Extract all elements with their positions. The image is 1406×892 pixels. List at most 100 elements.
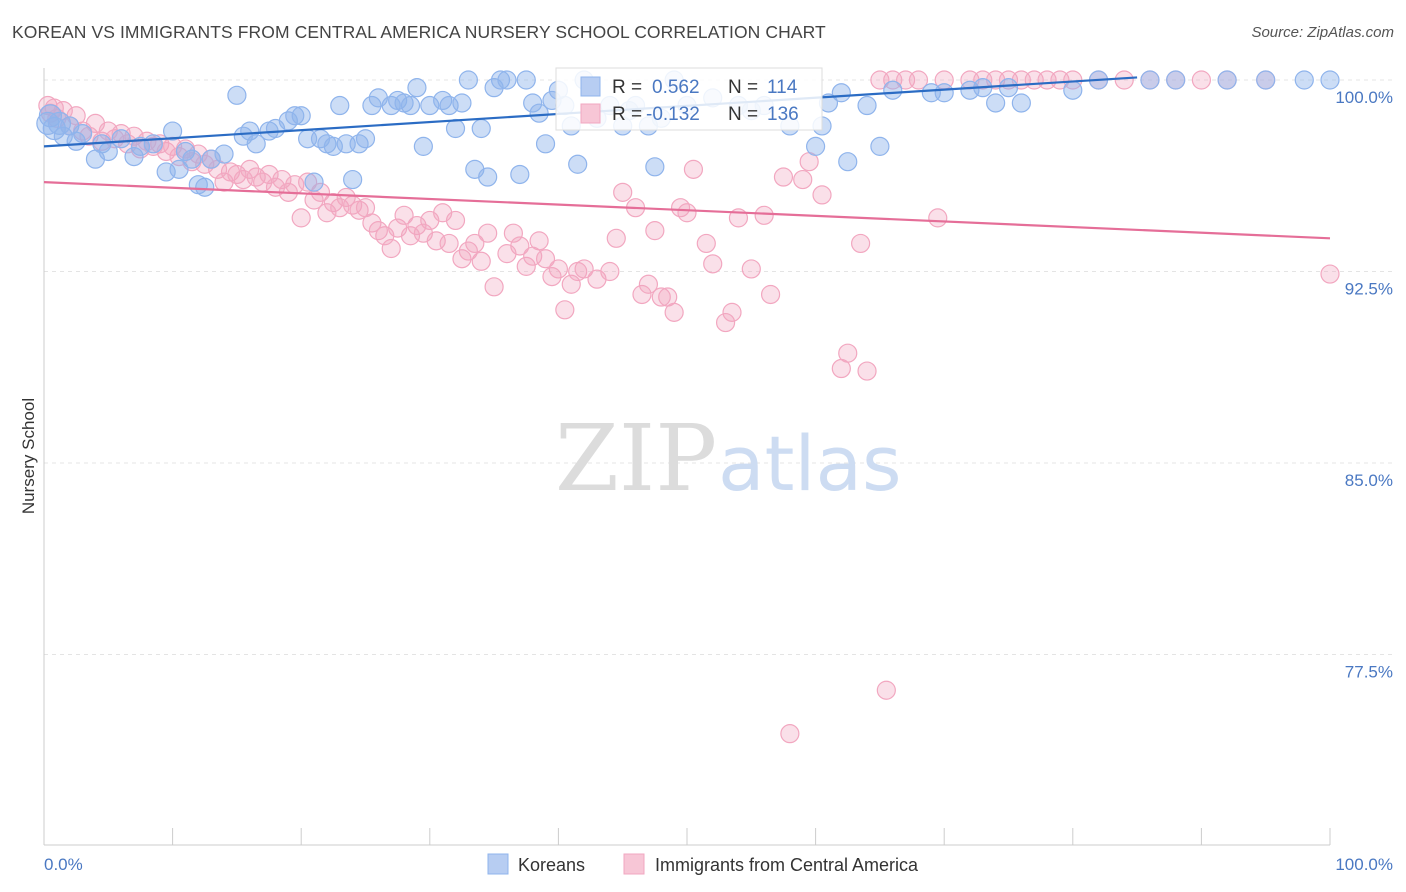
korean-point	[111, 129, 131, 149]
immigrant-point	[773, 167, 794, 187]
korean-point	[458, 70, 478, 90]
immigrant-point	[542, 267, 562, 287]
stats-r-label-1: R =	[612, 77, 642, 98]
immigrant-point	[516, 256, 536, 276]
stats-r-label-2: R =	[612, 104, 642, 125]
korean-point	[169, 159, 189, 179]
immigrant-point	[793, 169, 813, 190]
immigrant-point	[298, 172, 318, 192]
immigrant-point	[465, 233, 485, 254]
korean-point	[201, 149, 221, 169]
korean-point	[857, 95, 877, 116]
immigrant-point	[317, 203, 337, 223]
legend-swatch-immigrants	[623, 853, 645, 875]
immigrant-point	[535, 249, 556, 269]
x-tick-marks	[43, 828, 1331, 845]
immigrant-point	[780, 724, 800, 744]
immigrant-point	[407, 215, 427, 236]
korean-point	[452, 93, 472, 113]
immigrant-point	[484, 277, 504, 297]
immigrant-point	[812, 185, 832, 205]
immigrant-point	[368, 221, 388, 241]
korean-point	[349, 134, 369, 154]
immigrant-point	[664, 302, 684, 322]
korean-point	[1011, 93, 1031, 113]
korean-point	[433, 90, 453, 111]
y-tick-label: 100.0%	[1335, 88, 1393, 107]
legend-swatch-koreans	[487, 853, 509, 875]
immigrant-point	[310, 182, 331, 202]
immigrant-point	[478, 223, 498, 243]
korean-point	[998, 78, 1019, 98]
korean-point	[362, 95, 382, 116]
immigrant-point	[760, 284, 781, 305]
immigrant-point	[1191, 70, 1212, 90]
korean-point	[413, 136, 433, 156]
korean-point	[1294, 70, 1314, 90]
legend-label-immigrants: Immigrants from Central America	[655, 855, 919, 875]
korean-point	[516, 70, 536, 90]
korean-point	[831, 83, 851, 103]
korean-point	[420, 95, 440, 116]
korean-point	[1063, 80, 1083, 100]
stats-n-label-2: N =	[728, 104, 758, 125]
immigrant-point	[394, 205, 414, 225]
korean-point	[510, 164, 530, 185]
korean-point	[870, 136, 890, 156]
immigrant-point	[336, 187, 356, 208]
korean-point	[1217, 70, 1237, 90]
stats-n-value-1: 114	[767, 77, 798, 98]
korean-point	[986, 93, 1006, 113]
immigrant-point	[291, 208, 311, 228]
korean-point	[934, 83, 954, 103]
korean-point	[66, 131, 86, 151]
korean-point	[330, 95, 350, 116]
korean-point	[163, 121, 183, 141]
immigrant-point	[696, 233, 716, 254]
korean-point	[291, 106, 311, 126]
immigrant-point	[1114, 70, 1134, 90]
korean-point	[72, 124, 93, 144]
immigrant-trend-line	[43, 181, 1331, 240]
stats-swatch-immigrants	[580, 103, 601, 124]
korean-point	[883, 80, 903, 100]
immigrant-point	[555, 300, 575, 320]
immigrant-point	[632, 284, 652, 305]
immigrant-point	[439, 233, 459, 254]
chart-title: KOREAN VS IMMIGRANTS FROM CENTRAL AMERIC…	[12, 22, 826, 42]
legend: Koreans Immigrants from Central America	[487, 853, 919, 875]
immigrant-point	[754, 205, 774, 225]
korean-point	[535, 134, 556, 154]
korean-point	[355, 129, 376, 149]
immigrant-point	[703, 254, 723, 274]
korean-point	[805, 136, 826, 156]
korean-point	[278, 111, 298, 131]
watermark-atlas: atlas	[718, 419, 902, 508]
stats-n-label-1: N =	[728, 77, 758, 98]
korean-point	[143, 134, 163, 154]
korean-point	[471, 118, 491, 139]
source-label: Source: ZipAtlas.com	[1251, 24, 1394, 41]
x-tick-label-max: 100.0%	[1335, 855, 1393, 874]
x-tick-label-min: 0.0%	[44, 855, 83, 874]
stats-swatch-koreans	[580, 76, 601, 97]
immigrant-point	[606, 228, 626, 248]
immigrant-point	[510, 236, 530, 256]
immigrant-point	[323, 192, 343, 213]
korean-point	[195, 177, 215, 197]
korean-point	[1256, 70, 1276, 90]
immigrant-point	[548, 259, 569, 279]
immigrant-point	[613, 182, 633, 202]
immigrant-point	[928, 208, 948, 228]
immigrant-point	[715, 312, 736, 333]
y-tick-label: 85.0%	[1345, 471, 1393, 490]
korean-point	[285, 106, 305, 126]
immigrant-point	[1320, 264, 1340, 284]
y-tick-labels: 100.0% 92.5% 85.0% 77.5%	[1335, 88, 1393, 682]
immigrant-point	[677, 203, 697, 223]
immigrant-point	[645, 221, 665, 241]
korean-point	[568, 154, 588, 174]
korean-point	[645, 157, 665, 177]
korean-point	[214, 144, 234, 164]
